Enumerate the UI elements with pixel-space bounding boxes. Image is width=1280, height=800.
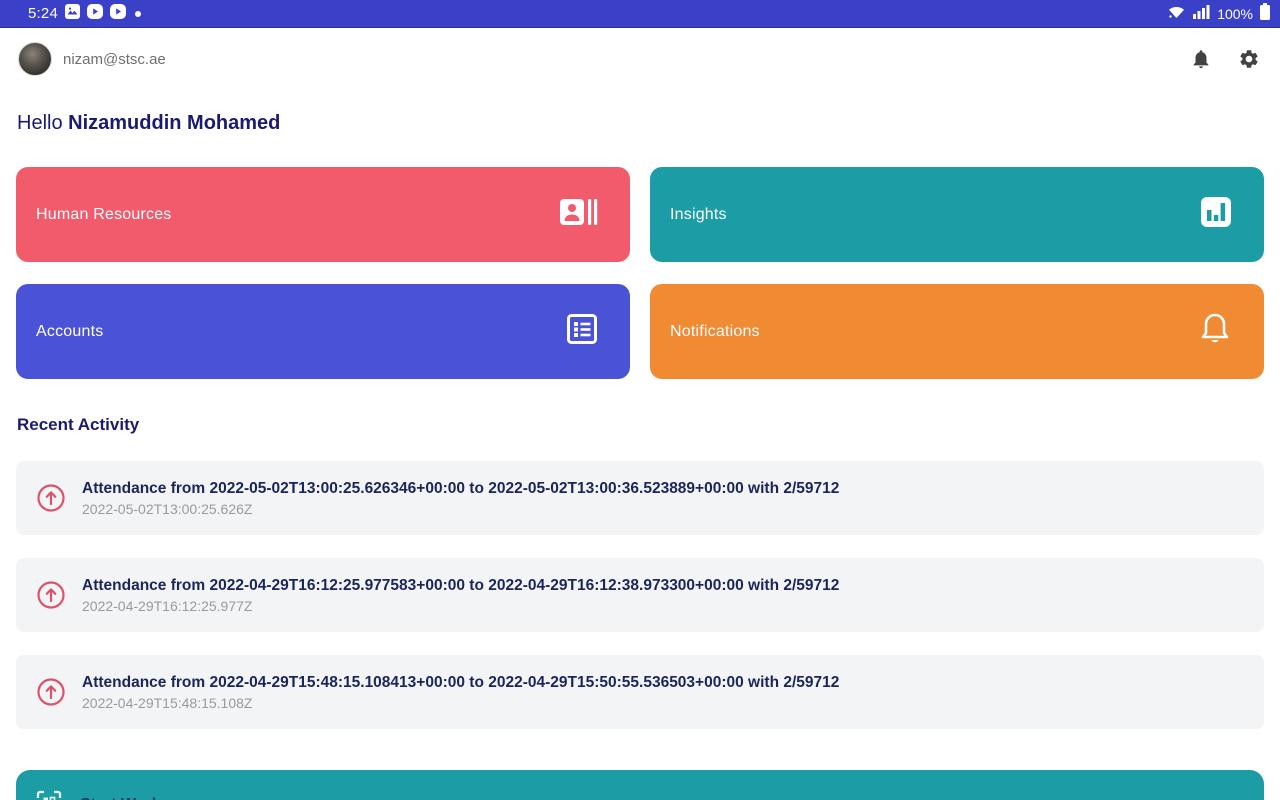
qr-scanner-icon <box>36 790 62 800</box>
card-accounts[interactable]: Accounts <box>16 284 630 379</box>
card-label: Notifications <box>670 322 760 340</box>
notification-dot-icon <box>135 10 141 17</box>
activity-title: Attendance from 2022-05-02T13:00:25.6263… <box>82 479 840 497</box>
app-header: nizam@stsc.ae <box>0 28 1280 90</box>
activity-list: Attendance from 2022-05-02T13:00:25.6263… <box>16 461 1264 729</box>
start-work-button[interactable]: Start Work <box>16 770 1264 800</box>
recent-activity-title: Recent Activity <box>17 415 140 434</box>
greeting-prefix: Hello <box>17 112 69 134</box>
card-label: Human Resources <box>36 205 172 223</box>
card-insights[interactable]: Insights <box>650 167 1264 262</box>
user-email: nizam@stsc.ae <box>63 50 166 68</box>
status-bar: 5:24 100% <box>0 0 1280 28</box>
activity-row[interactable]: Attendance from 2022-05-02T13:00:25.6263… <box>16 461 1264 535</box>
battery-icon <box>1260 3 1270 24</box>
list-icon <box>566 313 598 350</box>
card-label: Accounts <box>36 322 104 340</box>
card-label: Insights <box>670 205 727 223</box>
play-notification-icon <box>87 4 103 23</box>
battery-percent: 100% <box>1217 5 1253 22</box>
bell-outline-icon <box>1198 311 1232 352</box>
card-human-resources[interactable]: Human Resources <box>16 167 630 262</box>
bar-chart-icon <box>1200 196 1232 233</box>
play-notification-icon <box>110 4 126 23</box>
people-badge-icon <box>558 197 598 232</box>
module-cards: Human Resources Insights Accounts Notifi… <box>16 167 1264 379</box>
page-title: Hello Nizamuddin Mohamed <box>0 90 1280 141</box>
greeting-name: Nizamuddin Mohamed <box>68 112 281 134</box>
settings-gear-icon[interactable] <box>1238 48 1260 70</box>
start-work-label: Start Work <box>80 796 161 800</box>
notifications-bell-icon[interactable] <box>1190 48 1212 70</box>
activity-title: Attendance from 2022-04-29T16:12:25.9775… <box>82 576 840 594</box>
arrow-up-circle-icon <box>36 677 66 707</box>
activity-timestamp: 2022-04-29T15:48:15.108Z <box>82 694 253 711</box>
arrow-up-circle-icon <box>36 580 66 610</box>
avatar[interactable] <box>18 42 52 76</box>
activity-title: Attendance from 2022-04-29T15:48:15.1084… <box>82 673 840 691</box>
status-time: 5:24 <box>28 5 58 22</box>
photo-notification-icon <box>65 4 80 23</box>
signal-strength-icon <box>1193 4 1210 23</box>
wifi-icon <box>1167 4 1186 23</box>
arrow-up-circle-icon <box>36 483 66 513</box>
activity-timestamp: 2022-05-02T13:00:25.626Z <box>82 500 253 517</box>
activity-timestamp: 2022-04-29T16:12:25.977Z <box>82 597 253 614</box>
card-notifications[interactable]: Notifications <box>650 284 1264 379</box>
activity-row[interactable]: Attendance from 2022-04-29T16:12:25.9775… <box>16 558 1264 632</box>
activity-row[interactable]: Attendance from 2022-04-29T15:48:15.1084… <box>16 655 1264 729</box>
